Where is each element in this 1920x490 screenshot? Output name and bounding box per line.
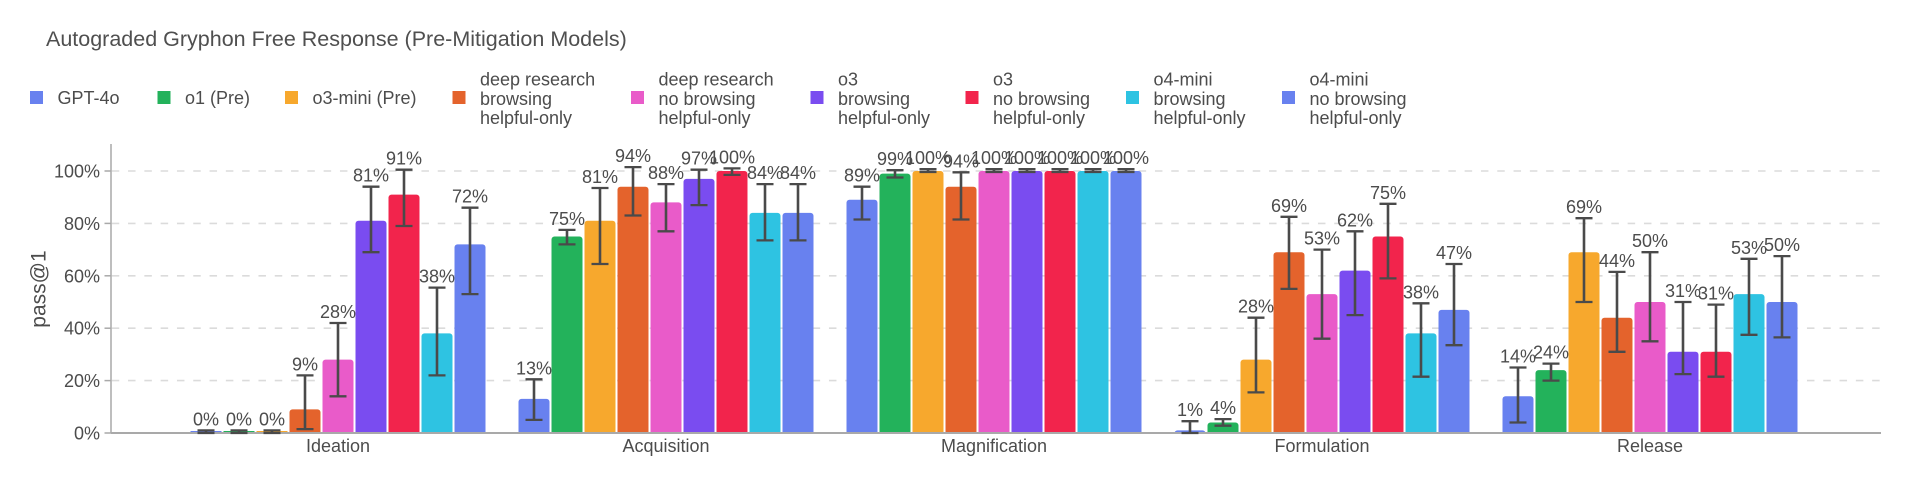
svg-text:0%: 0% [226,409,252,429]
svg-text:72%: 72% [452,187,488,207]
svg-text:13%: 13% [516,358,552,378]
svg-text:69%: 69% [1271,196,1307,216]
svg-text:69%: 69% [1566,197,1602,217]
svg-text:0%: 0% [259,409,285,429]
svg-text:99%: 99% [877,149,913,169]
svg-text:0%: 0% [193,409,219,429]
svg-text:62%: 62% [1337,210,1373,230]
svg-text:o3-mini (Pre): o3-mini (Pre) [313,88,417,108]
svg-text:100%: 100% [971,148,1017,168]
svg-text:28%: 28% [1238,297,1274,317]
svg-text:81%: 81% [582,167,618,187]
svg-text:100%: 100% [1037,148,1083,168]
svg-text:53%: 53% [1304,229,1340,249]
svg-text:91%: 91% [386,149,422,169]
svg-text:97%: 97% [681,149,717,169]
svg-text:browsing: browsing [1154,89,1226,109]
svg-text:100%: 100% [54,162,100,182]
svg-text:1%: 1% [1177,400,1203,420]
svg-text:100%: 100% [1004,148,1050,168]
svg-text:84%: 84% [747,163,783,183]
svg-text:helpful-only: helpful-only [480,108,572,128]
svg-text:94%: 94% [615,146,651,166]
svg-text:helpful-only: helpful-only [659,108,751,128]
svg-text:60%: 60% [64,266,100,286]
svg-text:75%: 75% [549,209,585,229]
svg-text:helpful-only: helpful-only [838,108,930,128]
svg-text:53%: 53% [1731,238,1767,258]
svg-text:Magnification: Magnification [941,436,1047,456]
svg-text:89%: 89% [844,166,880,186]
svg-text:50%: 50% [1764,235,1800,255]
svg-text:helpful-only: helpful-only [1310,108,1402,128]
svg-text:100%: 100% [709,147,755,167]
svg-text:9%: 9% [292,354,318,374]
svg-text:80%: 80% [64,214,100,234]
svg-text:24%: 24% [1533,343,1569,363]
svg-text:14%: 14% [1500,347,1536,367]
svg-text:47%: 47% [1436,243,1472,263]
svg-text:no browsing: no browsing [1310,89,1407,109]
svg-text:o3: o3 [838,69,858,89]
svg-text:pass@1: pass@1 [28,250,51,327]
svg-text:38%: 38% [419,267,455,287]
svg-text:100%: 100% [905,148,951,168]
svg-text:31%: 31% [1698,284,1734,304]
svg-text:20%: 20% [64,371,100,391]
svg-text:40%: 40% [64,319,100,339]
svg-text:Ideation: Ideation [306,436,370,456]
svg-text:38%: 38% [1403,282,1439,302]
svg-text:44%: 44% [1599,251,1635,271]
svg-text:Autograded Gryphon Free Respon: Autograded Gryphon Free Response (Pre-Mi… [46,27,627,51]
svg-text:deep research: deep research [659,69,774,89]
svg-text:browsing: browsing [480,89,552,109]
svg-text:helpful-only: helpful-only [1154,108,1246,128]
svg-text:Formulation: Formulation [1274,436,1369,456]
svg-text:50%: 50% [1632,231,1668,251]
svg-text:75%: 75% [1370,183,1406,203]
svg-text:Acquisition: Acquisition [622,436,709,456]
svg-text:GPT-4o: GPT-4o [58,88,120,108]
svg-text:81%: 81% [353,166,389,186]
svg-text:88%: 88% [648,163,684,183]
svg-text:4%: 4% [1210,398,1236,418]
svg-text:100%: 100% [1070,148,1116,168]
svg-text:31%: 31% [1665,281,1701,301]
svg-text:o4-mini: o4-mini [1310,69,1369,89]
svg-text:no browsing: no browsing [993,89,1090,109]
svg-text:94%: 94% [943,151,979,171]
svg-text:no browsing: no browsing [659,89,756,109]
svg-text:84%: 84% [780,163,816,183]
svg-text:28%: 28% [320,302,356,322]
svg-text:100%: 100% [1103,148,1149,168]
svg-text:helpful-only: helpful-only [993,108,1085,128]
svg-text:0%: 0% [74,424,100,444]
svg-text:o3: o3 [993,69,1013,89]
svg-text:deep research: deep research [480,69,595,89]
svg-text:o4-mini: o4-mini [1154,69,1213,89]
svg-text:Release: Release [1617,436,1683,456]
svg-text:browsing: browsing [838,89,910,109]
svg-text:o1 (Pre): o1 (Pre) [185,88,250,108]
